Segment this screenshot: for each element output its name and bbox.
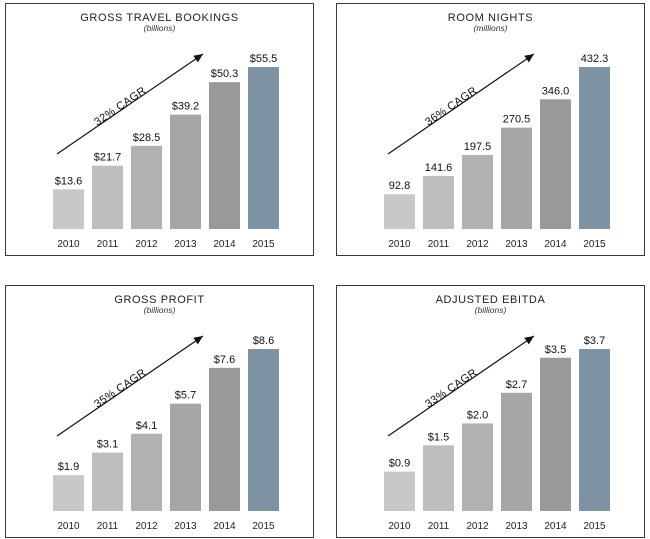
cagr-arrow (56, 335, 204, 437)
x-tick-2015: 2015 (252, 239, 275, 250)
value-label-2015: $8.6 (253, 335, 274, 347)
chart-title: GROSS PROFIT (114, 294, 204, 306)
panel-room-nights: ROOM NIGHTS (millions) 92.8 2010 141.6 2011 19… (336, 3, 645, 256)
value-label-2012: $28.5 (133, 132, 161, 144)
x-tick-2014: 2014 (213, 521, 236, 532)
panel-gross-travel-bookings: GROSS TRAVEL BOOKINGS (billions) $13.6 2010… (5, 3, 314, 256)
x-tick-2010: 2010 (57, 239, 80, 250)
x-tick-2013: 2013 (174, 239, 197, 250)
value-label-2015: $3.7 (584, 335, 605, 347)
value-label-2010: $13.6 (55, 175, 83, 187)
x-tick-2012: 2012 (466, 521, 489, 532)
bar-2011 (92, 165, 123, 229)
x-tick-2012: 2012 (135, 521, 158, 532)
value-label-2014: $7.6 (214, 354, 235, 366)
x-tick-2011: 2011 (428, 521, 450, 532)
cagr-arrow (56, 53, 204, 155)
chart-subtitle: (billions) (475, 305, 507, 315)
bar-2014 (209, 367, 240, 511)
x-tick-2011: 2011 (97, 521, 119, 532)
x-tick-2010: 2010 (388, 239, 411, 250)
x-tick-2011: 2011 (428, 239, 450, 250)
bar-2010 (384, 471, 415, 511)
bar-2015 (579, 67, 610, 229)
bar-2011 (423, 175, 454, 229)
value-label-2013: $2.7 (506, 379, 527, 391)
x-tick-2013: 2013 (505, 521, 528, 532)
chart-title: GROSS TRAVEL BOOKINGS (80, 12, 239, 24)
value-label-2010: 92.8 (389, 180, 410, 192)
value-label-2012: $4.1 (136, 420, 157, 432)
x-tick-2014: 2014 (544, 239, 567, 250)
bar-2015 (248, 349, 279, 511)
value-label-2011: 141.6 (425, 162, 453, 174)
chart-gross-profit: GROSS PROFIT(billions) $1.9 2010 $3.1 2011 $4… (53, 294, 279, 532)
value-label-2014: $50.3 (211, 68, 239, 80)
value-label-2014: 346.0 (542, 85, 570, 97)
value-label-2011: $3.1 (97, 439, 118, 451)
bar-2013 (170, 403, 201, 511)
x-tick-2015: 2015 (252, 521, 275, 532)
x-tick-2010: 2010 (57, 521, 80, 532)
cagr-arrow (387, 335, 535, 437)
value-label-2011: $1.5 (428, 431, 449, 443)
bar-2013 (501, 127, 532, 229)
value-label-2012: 197.5 (464, 141, 492, 153)
chart-room-nights: ROOM NIGHTS(millions) 92.8 2010 141.6 2011 19… (384, 12, 610, 250)
bar-2013 (501, 392, 532, 511)
chart-title: ADJUSTED EBITDA (436, 294, 546, 306)
bar-2013 (170, 114, 201, 229)
value-label-2014: $3.5 (545, 344, 566, 356)
bar-2015 (248, 67, 279, 229)
cagr-label: 36% CAGR (423, 85, 479, 129)
x-tick-2015: 2015 (583, 239, 606, 250)
x-tick-2012: 2012 (466, 239, 489, 250)
value-label-2010: $0.9 (389, 458, 410, 470)
bar-2011 (423, 445, 454, 511)
chart-title: ROOM NIGHTS (448, 12, 533, 24)
cagr-arrow (387, 53, 535, 155)
value-label-2013: $39.2 (172, 101, 200, 113)
bar-2010 (384, 194, 415, 229)
panel-adjusted-ebitda: ADJUSTED EBITDA (billions) $0.9 2010 $1.5 201… (336, 285, 645, 538)
x-tick-2013: 2013 (505, 239, 528, 250)
bar-2014 (540, 99, 571, 229)
bar-2010 (53, 189, 84, 229)
x-tick-2014: 2014 (544, 521, 567, 532)
chart-subtitle: (billions) (144, 305, 176, 315)
value-label-2015: $55.5 (250, 53, 278, 65)
chart-subtitle: (millions) (474, 23, 508, 33)
bar-2010 (53, 475, 84, 511)
x-tick-2015: 2015 (583, 521, 606, 532)
x-tick-2010: 2010 (388, 521, 411, 532)
bar-2012 (131, 433, 162, 511)
x-tick-2014: 2014 (213, 239, 236, 250)
x-tick-2013: 2013 (174, 521, 197, 532)
x-tick-2012: 2012 (135, 239, 158, 250)
bar-2011 (92, 452, 123, 511)
cagr-label: 32% CAGR (92, 85, 148, 129)
x-tick-2011: 2011 (97, 239, 119, 250)
bar-2012 (131, 145, 162, 229)
value-label-2011: $21.7 (94, 152, 122, 164)
cagr-label: 35% CAGR (92, 367, 148, 411)
bar-2015 (579, 349, 610, 511)
chart-gross-travel-bookings: GROSS TRAVEL BOOKINGS(billions) $13.6 2010… (53, 12, 279, 250)
chart-subtitle: (billions) (144, 23, 176, 33)
bar-2012 (462, 154, 493, 229)
bar-2014 (540, 357, 571, 511)
chart-adjusted-ebitda: ADJUSTED EBITDA(billions) $0.9 2010 $1.5 201… (384, 294, 610, 532)
value-label-2015: 432.3 (581, 53, 609, 65)
value-label-2013: $5.7 (175, 390, 196, 402)
panel-gross-profit: GROSS PROFIT (billions) $1.9 2010 $3.1 2011 $4… (5, 285, 314, 538)
bar-2012 (462, 423, 493, 511)
value-label-2010: $1.9 (58, 461, 79, 473)
cagr-label: 33% CAGR (423, 367, 479, 411)
value-label-2012: $2.0 (467, 409, 488, 421)
value-label-2013: 270.5 (503, 114, 531, 126)
bar-2014 (209, 82, 240, 229)
